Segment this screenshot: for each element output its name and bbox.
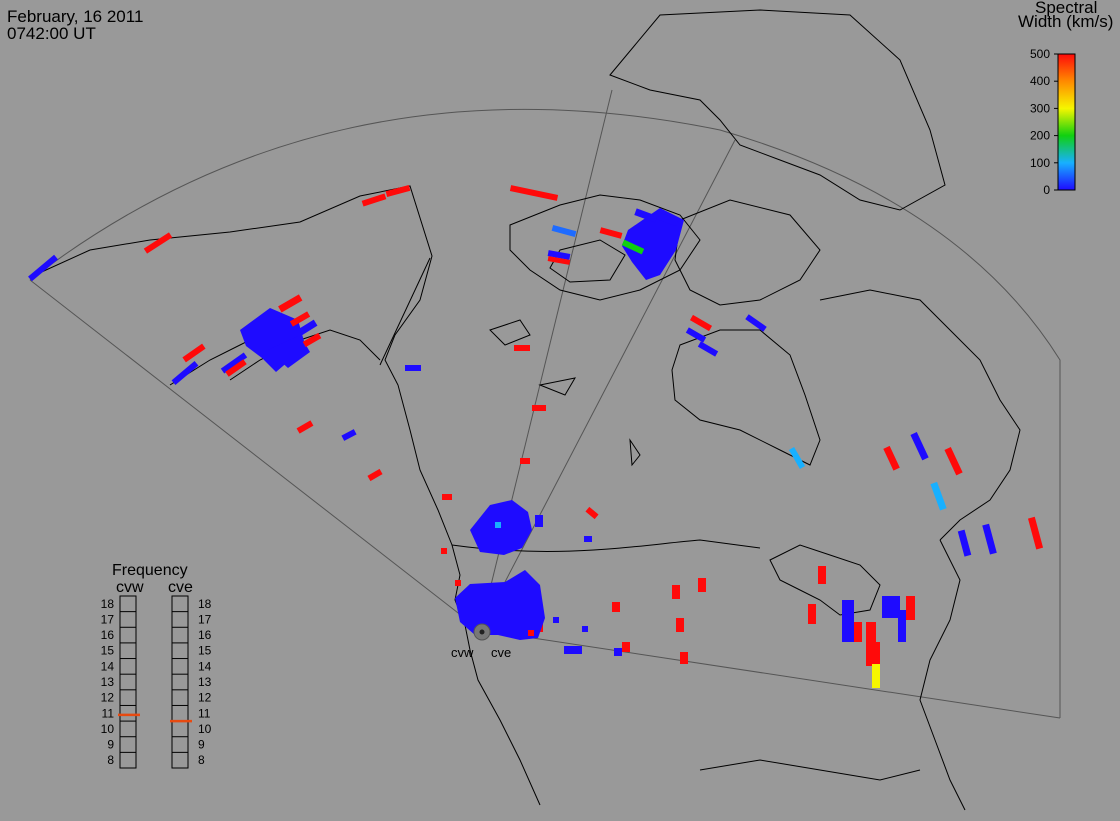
- radar-sites: cvw cve: [451, 623, 511, 660]
- header: February, 16 2011 0742:00 UT: [7, 7, 143, 43]
- echo-cluster-alaska-red: [143, 184, 411, 482]
- gulf-coast: [699, 759, 921, 781]
- fov-beam-2: [479, 139, 736, 631]
- great-lakes: [769, 544, 881, 616]
- frequency-tick-left: 14: [101, 659, 115, 673]
- coastlines: [34, 9, 1021, 811]
- fov-west-edge: [29, 279, 481, 631]
- victoria-island: [549, 239, 626, 283]
- frequency-radar-cve: cve: [168, 579, 193, 596]
- frequency-tick-left: 8: [107, 753, 114, 767]
- echo-blue: [405, 365, 421, 371]
- alaska-coast: [34, 185, 541, 806]
- radar-echoes: [28, 184, 1044, 688]
- colorbar-title-line2: Width (km/s): [1018, 12, 1113, 31]
- echo-cluster-radar: [441, 500, 622, 656]
- frequency-tick-left: 18: [101, 597, 115, 611]
- frequency-radar-cvw: cvw: [116, 579, 144, 596]
- frequency-tick-left: 15: [101, 644, 115, 658]
- colorbar: Spectral Width (km/s) 0 100 200 300 400 500: [1018, 0, 1113, 197]
- frequency-tick-right: 15: [198, 644, 212, 658]
- date-label: February, 16 2011: [7, 7, 143, 26]
- frequency-tick-right: 17: [198, 612, 212, 626]
- echo-cluster-arctic: [442, 185, 767, 542]
- frequency-bar-frame: [119, 595, 137, 769]
- colorbar-title-line1: Spectral: [1035, 0, 1097, 17]
- colorbar-gradient: [1057, 53, 1076, 191]
- echo-cyan: [788, 446, 806, 470]
- frequency-tick-right: 16: [198, 628, 212, 642]
- greenland: [609, 9, 946, 211]
- labrador-coast: [819, 289, 1021, 541]
- echo-cluster-midwest: [808, 566, 915, 688]
- frequency-bar-frame: [171, 595, 189, 769]
- radar-site-center: [479, 629, 485, 635]
- alaska-canada-border: [379, 257, 431, 366]
- frequency-tick-left: 13: [101, 675, 115, 689]
- frequency-tick-right: 13: [198, 675, 212, 689]
- frequency-tick-right: 18: [198, 597, 212, 611]
- echo-cluster-alaska: [28, 254, 318, 385]
- frequency-tick-right: 8: [198, 753, 205, 767]
- colorbar-tick-label: 300: [1030, 101, 1050, 115]
- frequency-title: Frequency: [112, 562, 188, 579]
- east-coast: [919, 539, 966, 811]
- frequency-tick-right: 10: [198, 722, 212, 736]
- colorbar-tick-label: 200: [1030, 129, 1050, 143]
- frequency-tick-left: 12: [101, 691, 115, 705]
- time-label: 0742:00 UT: [7, 24, 96, 43]
- colorbar-tick-label: 0: [1043, 183, 1050, 197]
- radar-label-cve: cve: [491, 645, 511, 660]
- echo-blue: [341, 429, 357, 441]
- frequency-tick-left: 9: [107, 738, 114, 752]
- colorbar-tick-label: 400: [1030, 74, 1050, 88]
- colorbar-ticks: 0 100 200 300 400 500: [1030, 47, 1058, 197]
- frequency-tick-left: 17: [101, 612, 115, 626]
- radar-label-cvw: cvw: [451, 645, 474, 660]
- baffin-island: [674, 199, 821, 306]
- frequency-tick-left: 11: [102, 706, 115, 720]
- frequency-tick-right: 11: [198, 706, 211, 720]
- frequency-tick-left: 10: [101, 722, 115, 736]
- western-lake-islands: [489, 319, 641, 467]
- frequency-tick-right: 12: [198, 691, 212, 705]
- echo-cluster-east: [883, 432, 1044, 557]
- fov-south-edge: [479, 629, 1061, 719]
- frequency-tick-right: 9: [198, 738, 205, 752]
- frequency-tick-left: 16: [101, 628, 115, 642]
- frequency-tick-right: 14: [198, 659, 212, 673]
- colorbar-tick-label: 100: [1030, 156, 1050, 170]
- colorbar-tick-label: 500: [1030, 47, 1050, 61]
- hudson-bay: [671, 329, 821, 466]
- fov-outer-arc: [29, 108, 1061, 718]
